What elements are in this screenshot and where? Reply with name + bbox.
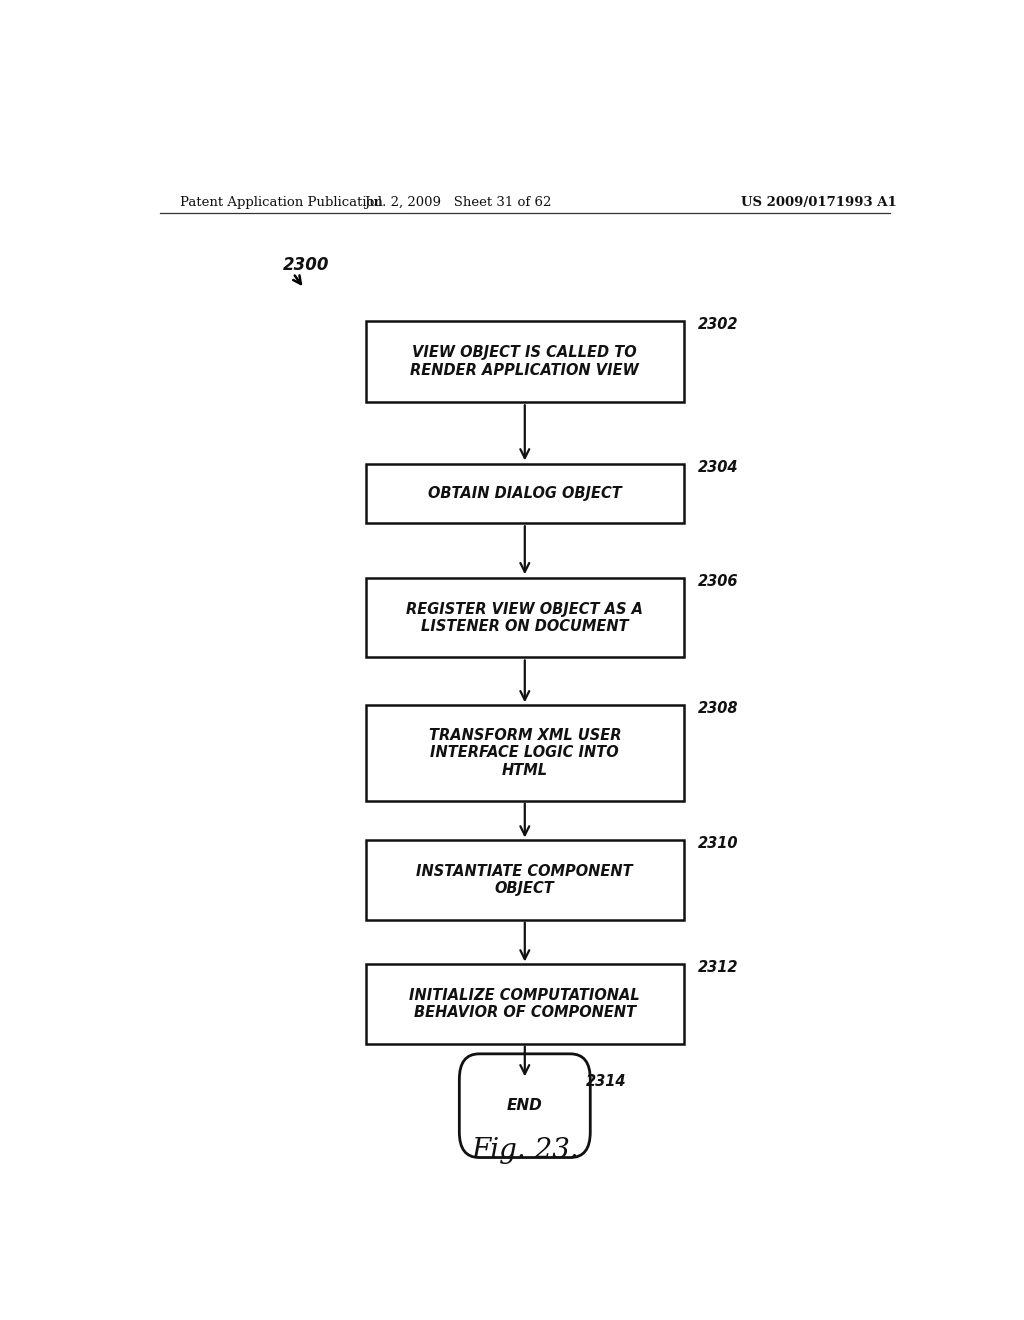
FancyBboxPatch shape xyxy=(367,965,684,1044)
Text: 2304: 2304 xyxy=(697,461,738,475)
Text: 2308: 2308 xyxy=(697,701,738,717)
FancyBboxPatch shape xyxy=(367,465,684,523)
Text: OBTAIN DIALOG OBJECT: OBTAIN DIALOG OBJECT xyxy=(428,486,622,502)
Text: Fig. 23.: Fig. 23. xyxy=(471,1137,579,1164)
Text: INSTANTIATE COMPONENT
OBJECT: INSTANTIATE COMPONENT OBJECT xyxy=(417,863,633,896)
Text: 2314: 2314 xyxy=(587,1074,627,1089)
Text: TRANSFORM XML USER
INTERFACE LOGIC INTO
HTML: TRANSFORM XML USER INTERFACE LOGIC INTO … xyxy=(429,729,621,777)
FancyBboxPatch shape xyxy=(367,321,684,403)
Text: END: END xyxy=(507,1098,543,1113)
Text: INITIALIZE COMPUTATIONAL
BEHAVIOR OF COMPONENT: INITIALIZE COMPUTATIONAL BEHAVIOR OF COM… xyxy=(410,987,640,1020)
Text: 2300: 2300 xyxy=(283,256,330,275)
Text: US 2009/0171993 A1: US 2009/0171993 A1 xyxy=(740,195,896,209)
FancyBboxPatch shape xyxy=(367,578,684,657)
Text: REGISTER VIEW OBJECT AS A
LISTENER ON DOCUMENT: REGISTER VIEW OBJECT AS A LISTENER ON DO… xyxy=(407,602,643,634)
Text: Patent Application Publication: Patent Application Publication xyxy=(179,195,382,209)
Text: 2306: 2306 xyxy=(697,574,738,589)
Text: Jul. 2, 2009   Sheet 31 of 62: Jul. 2, 2009 Sheet 31 of 62 xyxy=(364,195,551,209)
FancyBboxPatch shape xyxy=(367,841,684,920)
Text: 2312: 2312 xyxy=(697,961,738,975)
FancyBboxPatch shape xyxy=(460,1053,590,1158)
FancyBboxPatch shape xyxy=(367,705,684,801)
Text: 2310: 2310 xyxy=(697,837,738,851)
Text: 2302: 2302 xyxy=(697,317,738,331)
Text: VIEW OBJECT IS CALLED TO
RENDER APPLICATION VIEW: VIEW OBJECT IS CALLED TO RENDER APPLICAT… xyxy=(411,346,639,378)
